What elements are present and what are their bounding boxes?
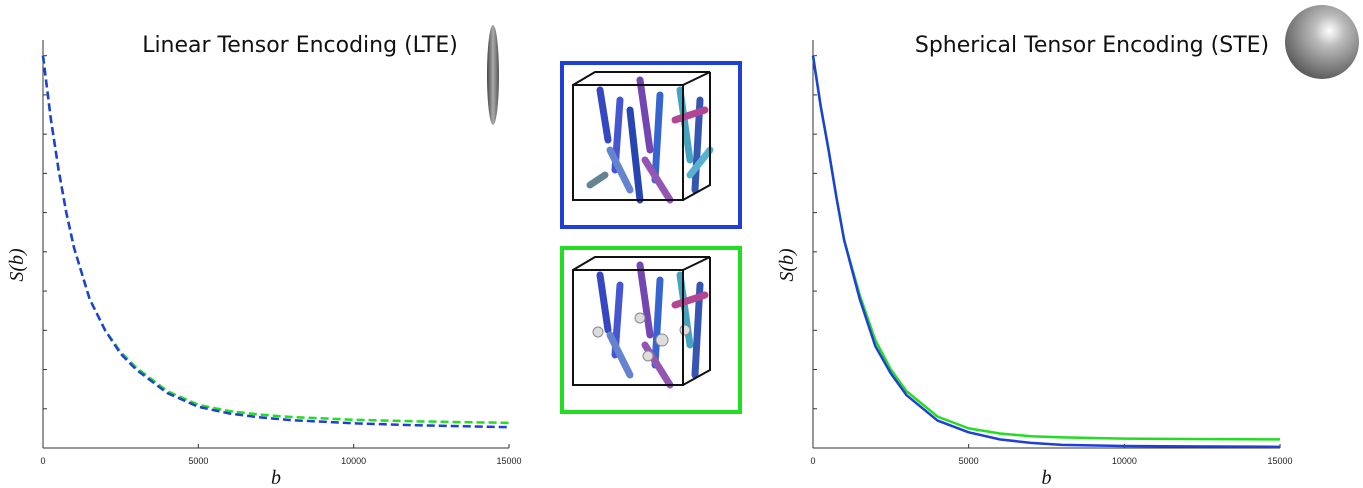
x-tick-label: 15000 [496,456,521,466]
y-axis-label: S(b) [776,248,798,282]
x-tick-label: 5000 [188,456,208,466]
x-tick-label: 10000 [341,456,366,466]
x-axis-label: b [1042,467,1052,488]
chart-title: Linear Tensor Encoding (LTE) [142,33,458,58]
series-line [41,55,510,425]
sphere-icon [1285,5,1359,79]
series-line [811,55,1281,441]
x-tick-label: 0 [40,456,45,466]
chart-title: Spherical Tensor Encoding (STE) [915,33,1269,58]
illustration-lte [560,61,742,229]
series-line [41,55,510,429]
y-axis-label: S(b) [6,248,28,282]
x-tick-label: 0 [810,456,815,466]
x-axis-label: b [271,467,281,488]
series-line [811,55,1281,449]
x-tick-label: 10000 [1112,456,1137,466]
x-tick-label: 15000 [1267,456,1292,466]
x-tick-label: 5000 [959,456,979,466]
ellipsoid-icon [487,25,499,125]
illustration-ste [560,246,742,414]
